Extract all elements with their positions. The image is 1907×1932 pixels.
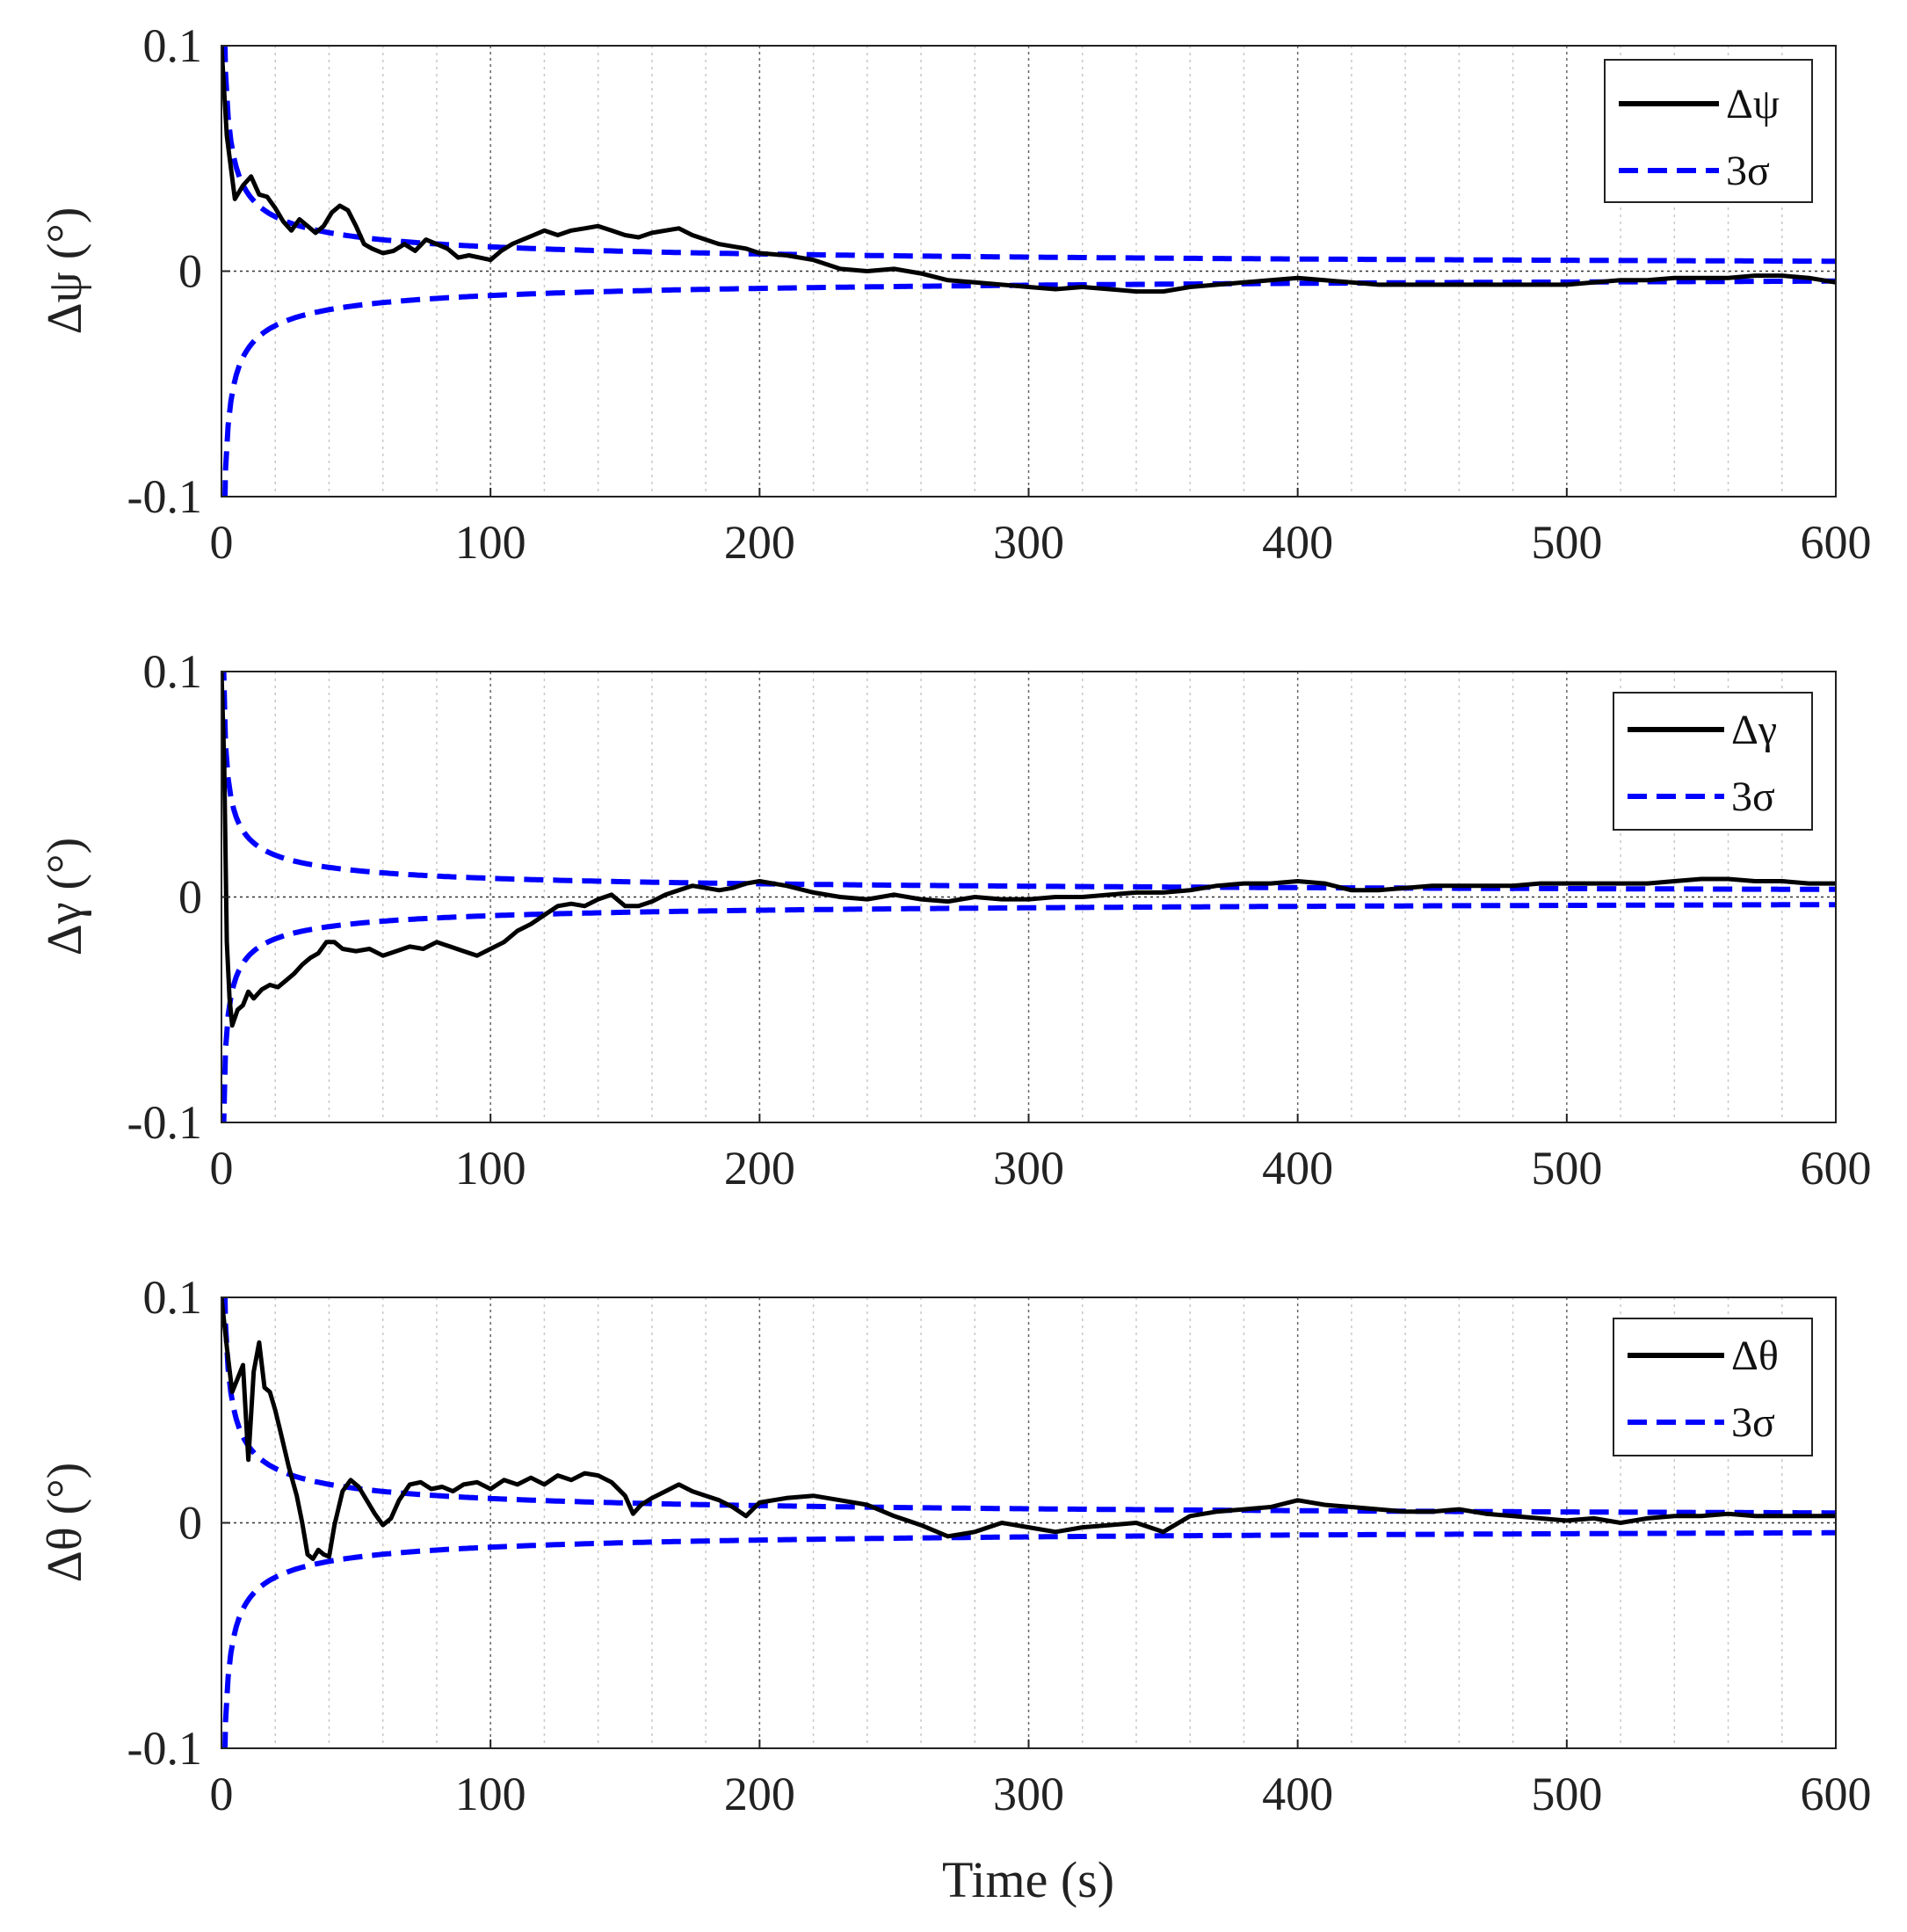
legend-entry-bound-2: 3σ bbox=[1731, 774, 1775, 820]
legend-3: Δθ 3σ bbox=[1613, 1318, 1813, 1456]
x-tick-label: 600 bbox=[1801, 1768, 1872, 1820]
major-grid-2 bbox=[489, 672, 1568, 1122]
lower-3sigma-bound-1 bbox=[222, 278, 1836, 497]
y-axis-label-1: Δψ (°) bbox=[38, 207, 92, 335]
panel-dpsi: Δψ (°) Δψ 3σ 0 100 200 300 400 500 600-0.100.1 bbox=[38, 19, 1872, 569]
legend-1: Δψ 3σ bbox=[1604, 59, 1813, 203]
x-tick-label: 400 bbox=[1262, 1142, 1333, 1195]
upper-3sigma-bound-3 bbox=[222, 1297, 1836, 1516]
y-tick-label: 0 bbox=[178, 871, 202, 924]
y-tick-label: -0.1 bbox=[127, 470, 202, 523]
panel-dgamma: Δγ (°) Δγ 3σ 0 100 200 300 400 500 600-0.100.1 bbox=[38, 645, 1872, 1195]
lower-3sigma-bound-3 bbox=[222, 1529, 1836, 1748]
y-tick-label: 0.1 bbox=[143, 1271, 203, 1324]
x-tick-label: 0 bbox=[210, 1142, 234, 1195]
panel-dtheta: Δθ (°) Time (s) Δθ 3σ 0 100 200 300 400 500 60… bbox=[38, 1271, 1872, 1908]
y-tick-label: -0.1 bbox=[127, 1722, 202, 1775]
error-series-3 bbox=[221, 1297, 1836, 1561]
y-tick-label: 0 bbox=[178, 245, 202, 298]
lower-3sigma-bound-2 bbox=[221, 902, 1836, 1122]
upper-3sigma-bound-1 bbox=[222, 46, 1836, 265]
legend-entry-bound-3: 3σ bbox=[1731, 1399, 1775, 1446]
legend-entry-error-2: Δγ bbox=[1731, 707, 1777, 753]
x-tick-label: 400 bbox=[1262, 516, 1333, 569]
x-tick-label: 600 bbox=[1801, 516, 1872, 569]
y-axis-label-2: Δγ (°) bbox=[38, 838, 92, 955]
y-axis-label-3: Δθ (°) bbox=[38, 1463, 92, 1583]
y-tick-label: 0 bbox=[178, 1497, 202, 1550]
x-tick-label: 100 bbox=[455, 1142, 526, 1195]
x-tick-label: 600 bbox=[1801, 1142, 1872, 1195]
legend-box-1 bbox=[1604, 59, 1813, 203]
x-tick-label: 500 bbox=[1531, 1768, 1602, 1820]
x-tick-label: 300 bbox=[993, 516, 1064, 569]
x-tick-label: 500 bbox=[1531, 1142, 1602, 1195]
legend-entry-bound-1: 3σ bbox=[1726, 148, 1770, 194]
x-tick-label: 300 bbox=[993, 1142, 1064, 1195]
x-tick-label: 200 bbox=[724, 516, 795, 569]
x-tick-label: 100 bbox=[455, 1768, 526, 1820]
major-grid-3 bbox=[489, 1297, 1568, 1748]
legend-entry-error-1: Δψ bbox=[1726, 81, 1780, 127]
x-tick-label: 100 bbox=[455, 516, 526, 569]
x-tick-label: 500 bbox=[1531, 516, 1602, 569]
x-tick-label: 0 bbox=[210, 516, 234, 569]
legend-2: Δγ 3σ bbox=[1613, 692, 1813, 831]
y-tick-label: 0.1 bbox=[143, 19, 203, 72]
upper-3sigma-bound-2 bbox=[221, 672, 1836, 892]
legend-box-3 bbox=[1613, 1318, 1813, 1456]
error-series-1 bbox=[221, 46, 1836, 294]
x-tick-label: 400 bbox=[1262, 1768, 1333, 1820]
legend-entry-error-3: Δθ bbox=[1731, 1333, 1779, 1379]
x-tick-label: 200 bbox=[724, 1142, 795, 1195]
y-tick-label: 0.1 bbox=[143, 645, 203, 698]
x-axis-label-3: Time (s) bbox=[942, 1851, 1114, 1908]
x-tick-label: 0 bbox=[210, 1768, 234, 1820]
error-series-2 bbox=[221, 672, 1836, 1028]
legend-box-2 bbox=[1613, 692, 1813, 831]
y-tick-label: -0.1 bbox=[127, 1096, 202, 1149]
major-grid-1 bbox=[489, 46, 1568, 497]
x-tick-label: 300 bbox=[993, 1768, 1064, 1820]
x-tick-label: 200 bbox=[724, 1768, 795, 1820]
